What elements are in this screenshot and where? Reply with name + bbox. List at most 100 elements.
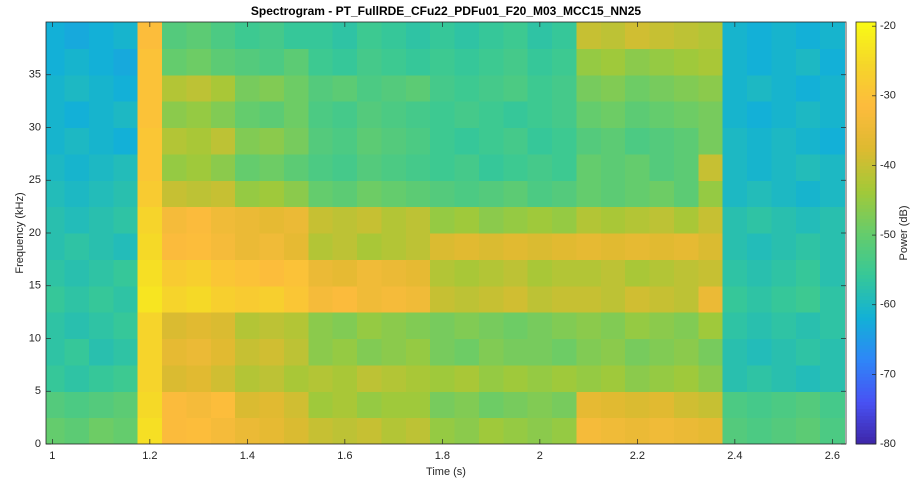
colorbar-swatch xyxy=(856,433,876,438)
cell xyxy=(649,417,675,444)
cell xyxy=(88,48,114,76)
cell xyxy=(46,285,66,313)
cell xyxy=(64,259,90,287)
cell xyxy=(649,206,675,234)
cell xyxy=(430,338,456,366)
cell xyxy=(259,285,285,313)
cell xyxy=(552,180,577,208)
cell xyxy=(308,206,334,234)
cell xyxy=(186,127,212,155)
cell xyxy=(381,417,407,444)
cell xyxy=(308,180,334,208)
cell xyxy=(527,285,553,313)
cell xyxy=(673,338,699,366)
colorbar-swatch xyxy=(856,46,876,51)
cell xyxy=(137,153,163,181)
colorbar-swatch xyxy=(856,123,876,128)
cell xyxy=(405,180,431,208)
cell xyxy=(162,259,187,287)
cell xyxy=(795,127,821,155)
cell xyxy=(210,417,236,444)
colorbar-swatch xyxy=(856,116,876,121)
colorbar-swatch xyxy=(856,380,876,385)
cell xyxy=(88,285,114,313)
cell xyxy=(527,127,553,155)
cell xyxy=(600,285,626,313)
cell xyxy=(503,206,529,234)
cell xyxy=(46,206,66,234)
colorbar-swatch xyxy=(856,211,876,216)
y-axis-label: Frequency (kHz) xyxy=(14,192,26,273)
cell xyxy=(113,180,139,208)
cell xyxy=(357,180,382,208)
cell xyxy=(698,206,724,234)
cell xyxy=(673,259,699,287)
cell xyxy=(722,206,748,234)
colorbar-swatch xyxy=(856,247,876,252)
y-tick-label: 25 xyxy=(29,174,41,186)
colorbar-swatch xyxy=(856,60,876,65)
cell xyxy=(625,285,651,313)
cell xyxy=(673,127,699,155)
colorbar-swatch xyxy=(856,29,876,34)
cell xyxy=(283,206,309,234)
cell xyxy=(186,48,212,76)
colorbar-swatch xyxy=(856,169,876,174)
colorbar-swatch xyxy=(856,141,876,146)
colorbar-swatch xyxy=(856,99,876,104)
cell xyxy=(357,285,382,313)
cell xyxy=(283,364,309,392)
cell xyxy=(381,206,407,234)
colorbar-swatch xyxy=(856,377,876,382)
cell xyxy=(405,153,431,181)
cell xyxy=(64,101,90,128)
cell xyxy=(332,180,358,208)
cell xyxy=(186,259,212,287)
colorbar-swatch xyxy=(856,317,876,322)
cell xyxy=(454,153,480,181)
cell xyxy=(162,22,187,49)
cell xyxy=(454,285,480,313)
colorbar-swatch xyxy=(856,405,876,410)
cell xyxy=(332,285,358,313)
cell xyxy=(137,206,163,234)
colorbar-swatch xyxy=(856,152,876,157)
cell xyxy=(771,180,797,208)
colorbar-tick-label: -60 xyxy=(880,299,896,311)
cell xyxy=(430,259,456,287)
cell xyxy=(478,153,504,181)
cell xyxy=(820,101,846,128)
cell xyxy=(795,417,821,444)
cell xyxy=(283,74,309,102)
cell xyxy=(210,22,236,49)
cell xyxy=(795,74,821,102)
cell xyxy=(795,22,821,49)
cell xyxy=(210,153,236,181)
cell xyxy=(186,233,212,260)
cell xyxy=(88,312,114,339)
cell xyxy=(552,153,577,181)
colorbar-swatch xyxy=(856,285,876,290)
cell xyxy=(649,364,675,392)
colorbar-swatch xyxy=(856,370,876,375)
cell xyxy=(137,312,163,339)
colorbar-swatch xyxy=(856,145,876,150)
cell xyxy=(771,206,797,234)
cell xyxy=(113,206,139,234)
cell xyxy=(600,364,626,392)
cell xyxy=(235,391,261,419)
cell xyxy=(503,48,529,76)
cell xyxy=(503,338,529,366)
cell xyxy=(405,338,431,366)
cell xyxy=(88,127,114,155)
colorbar-swatch xyxy=(856,429,876,434)
cell xyxy=(46,153,66,181)
colorbar-swatch xyxy=(856,25,876,30)
colorbar-swatch xyxy=(856,440,876,445)
cell xyxy=(698,259,724,287)
x-tick-label: 2.2 xyxy=(630,450,645,462)
colorbar-swatch xyxy=(856,120,876,125)
cell xyxy=(722,74,748,102)
cell xyxy=(405,127,431,155)
cell xyxy=(576,206,602,234)
